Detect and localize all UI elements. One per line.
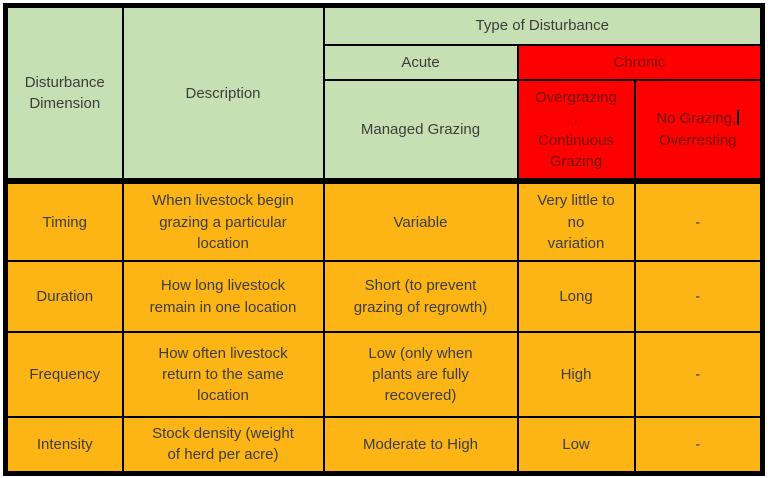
cell-description: Stock density (weight of herd per acre) — [121, 415, 325, 475]
cell-no-grazing: - — [633, 180, 764, 262]
table-row: Frequency How often livestock return to … — [4, 331, 764, 418]
cell-overgrazing: Very little to no variation — [516, 180, 636, 262]
disturbance-table: Disturbance Dimension Description Type o… — [3, 3, 766, 476]
header-chronic: Chronic — [516, 44, 764, 81]
header-overgrazing-continuous: Overgrazing , Continuous Grazing — [516, 78, 636, 185]
header-disturbance-dimension: Disturbance Dimension — [4, 4, 124, 185]
cell-managed-grazing: Moderate to High — [322, 415, 519, 475]
cell-description: How long livestock remain in one locatio… — [121, 259, 325, 334]
header-no-grazing-overresting: No Grazing, Overresting — [633, 78, 764, 185]
cell-no-grazing: - — [633, 259, 764, 334]
header-description: Description — [121, 4, 325, 185]
cell-overgrazing: High — [516, 331, 636, 418]
cell-no-grazing: - — [633, 331, 764, 418]
no-grazing-line2: Overresting — [658, 131, 737, 149]
table-row: Timing When livestock begin grazing a pa… — [4, 180, 764, 262]
cell-description: How often livestock return to the same l… — [121, 331, 325, 418]
text-cursor — [737, 110, 740, 126]
cell-managed-grazing: Low (only when plants are fully recovere… — [322, 331, 519, 418]
cell-managed-grazing: Variable — [322, 180, 519, 262]
cell-description: When livestock begin grazing a particula… — [121, 180, 325, 262]
table-row: Intensity Stock density (weight of herd … — [4, 415, 764, 475]
no-grazing-line1: No Grazing, — [656, 110, 737, 128]
header-type-of-disturbance: Type of Disturbance — [322, 4, 764, 47]
cell-dimension: Duration — [4, 259, 124, 334]
cell-overgrazing: Long — [516, 259, 636, 334]
header-managed-grazing: Managed Grazing — [322, 78, 519, 185]
cell-dimension: Frequency — [4, 331, 124, 418]
cell-dimension: Timing — [4, 180, 124, 262]
cell-no-grazing: - — [633, 415, 764, 475]
cell-overgrazing: Low — [516, 415, 636, 475]
header-acute: Acute — [322, 44, 519, 81]
table-row: Duration How long livestock remain in on… — [4, 259, 764, 334]
cell-managed-grazing: Short (to prevent grazing of regrowth) — [322, 259, 519, 334]
cell-dimension: Intensity — [4, 415, 124, 475]
